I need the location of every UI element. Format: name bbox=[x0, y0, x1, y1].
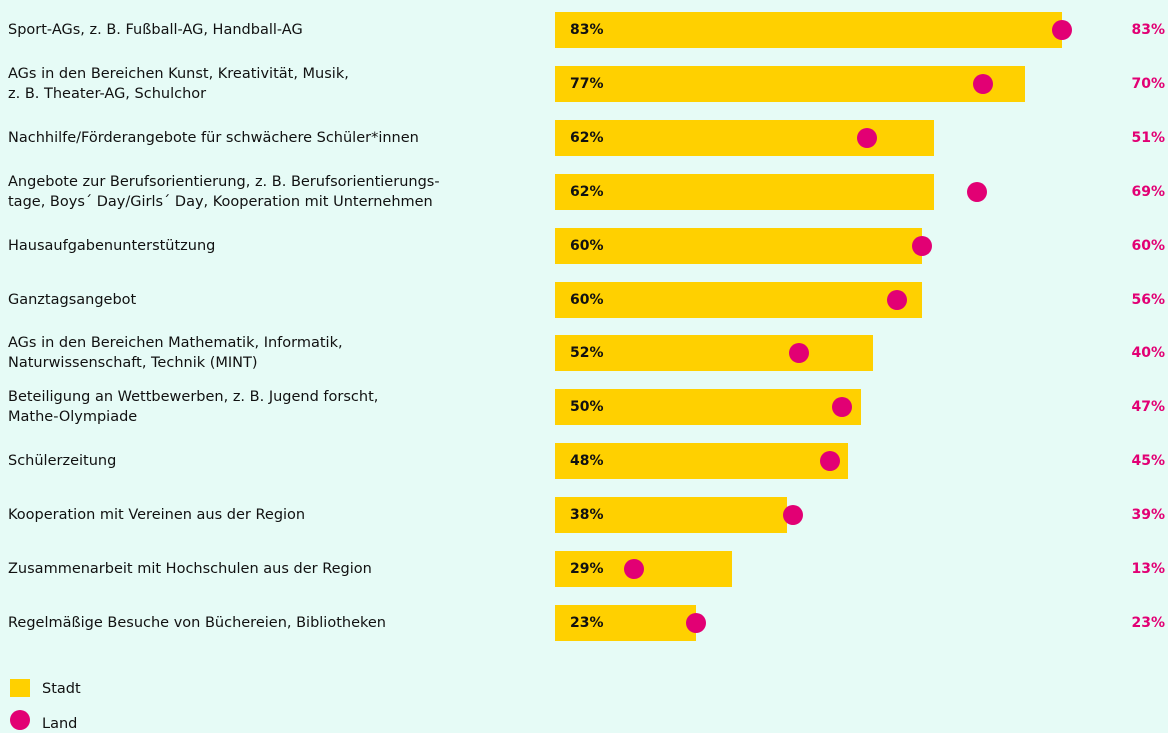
dot-value-label: 60% bbox=[1131, 237, 1165, 254]
legend-label: Stadt bbox=[42, 681, 81, 697]
bar bbox=[555, 443, 849, 480]
bar-value-label: 38% bbox=[570, 507, 604, 524]
bar bbox=[555, 173, 934, 210]
dot-value-label: 56% bbox=[1131, 291, 1165, 308]
dot-value-label: 69% bbox=[1131, 183, 1165, 200]
category-label: Sport-AGs, z. B. Fußball-AG, Handball-AG bbox=[8, 22, 303, 38]
dot-value-label: 83% bbox=[1131, 22, 1165, 38]
category-label: Regelmäßige Besuche von Büchereien, Bibl… bbox=[8, 614, 386, 631]
dot bbox=[911, 235, 932, 256]
dot bbox=[972, 73, 993, 94]
category-label: Schülerzeitung bbox=[8, 453, 117, 470]
bar bbox=[555, 227, 922, 264]
bar-value-label: 62% bbox=[570, 129, 604, 146]
bar bbox=[555, 281, 922, 318]
dot-value-label: 13% bbox=[1131, 561, 1165, 577]
bar bbox=[555, 12, 1063, 48]
category-label: Kooperation mit Vereinen aus der Region bbox=[8, 507, 306, 524]
dot-value-label: 23% bbox=[1131, 614, 1165, 631]
dot bbox=[819, 451, 840, 472]
dot bbox=[1052, 20, 1073, 40]
dot-value-label: 51% bbox=[1131, 129, 1165, 146]
dot bbox=[624, 559, 645, 579]
bar-value-label: 83% bbox=[570, 22, 604, 38]
bar-value-label: 29% bbox=[570, 561, 604, 577]
dot bbox=[887, 289, 908, 310]
bar-value-label: 52% bbox=[570, 345, 604, 362]
bar-value-label: 48% bbox=[570, 453, 604, 470]
legend-label: Land bbox=[42, 716, 78, 732]
category-label: Beteiligung an Wettbewerben, z. B. Jugen… bbox=[8, 389, 379, 426]
bar-value-label: 23% bbox=[570, 614, 604, 631]
bar-value-label: 60% bbox=[570, 237, 604, 254]
dot bbox=[966, 181, 987, 202]
dot-value-label: 47% bbox=[1131, 399, 1165, 416]
dot-value-label: 45% bbox=[1131, 453, 1165, 470]
bar-value-label: 62% bbox=[570, 183, 604, 200]
legend-swatch bbox=[10, 710, 30, 730]
bar bbox=[555, 335, 873, 372]
dot-value-label: 39% bbox=[1131, 507, 1165, 524]
dot-value-label: 40% bbox=[1131, 345, 1165, 362]
bar bbox=[555, 65, 1026, 102]
bar bbox=[555, 389, 861, 426]
dot-value-label: 70% bbox=[1131, 75, 1165, 92]
dot bbox=[783, 505, 804, 526]
category-label: Hausaufgabenunterstützung bbox=[8, 237, 216, 254]
category-label: Zusammenarbeit mit Hochschulen aus der R… bbox=[8, 561, 372, 577]
category-label: Ganztagsangebot bbox=[8, 291, 137, 308]
category-label: AGs in den Bereichen Mathematik, Informa… bbox=[8, 335, 343, 372]
bar bbox=[555, 119, 934, 156]
dot bbox=[856, 127, 877, 148]
bar-value-label: 77% bbox=[570, 75, 604, 92]
legend-swatch bbox=[10, 679, 30, 697]
bar-value-label: 50% bbox=[570, 399, 604, 416]
category-label: Nachhilfe/Förderangebote für schwächere … bbox=[8, 129, 419, 146]
bar bbox=[555, 497, 788, 534]
bar-value-label: 60% bbox=[570, 291, 604, 308]
dot bbox=[685, 612, 706, 633]
category-label: AGs in den Bereichen Kunst, Kreativität,… bbox=[8, 65, 349, 102]
dot bbox=[789, 343, 810, 364]
bar bbox=[555, 604, 696, 641]
dot bbox=[832, 397, 853, 418]
category-label: Angebote zur Berufsorientierung, z. B. B… bbox=[8, 173, 440, 210]
